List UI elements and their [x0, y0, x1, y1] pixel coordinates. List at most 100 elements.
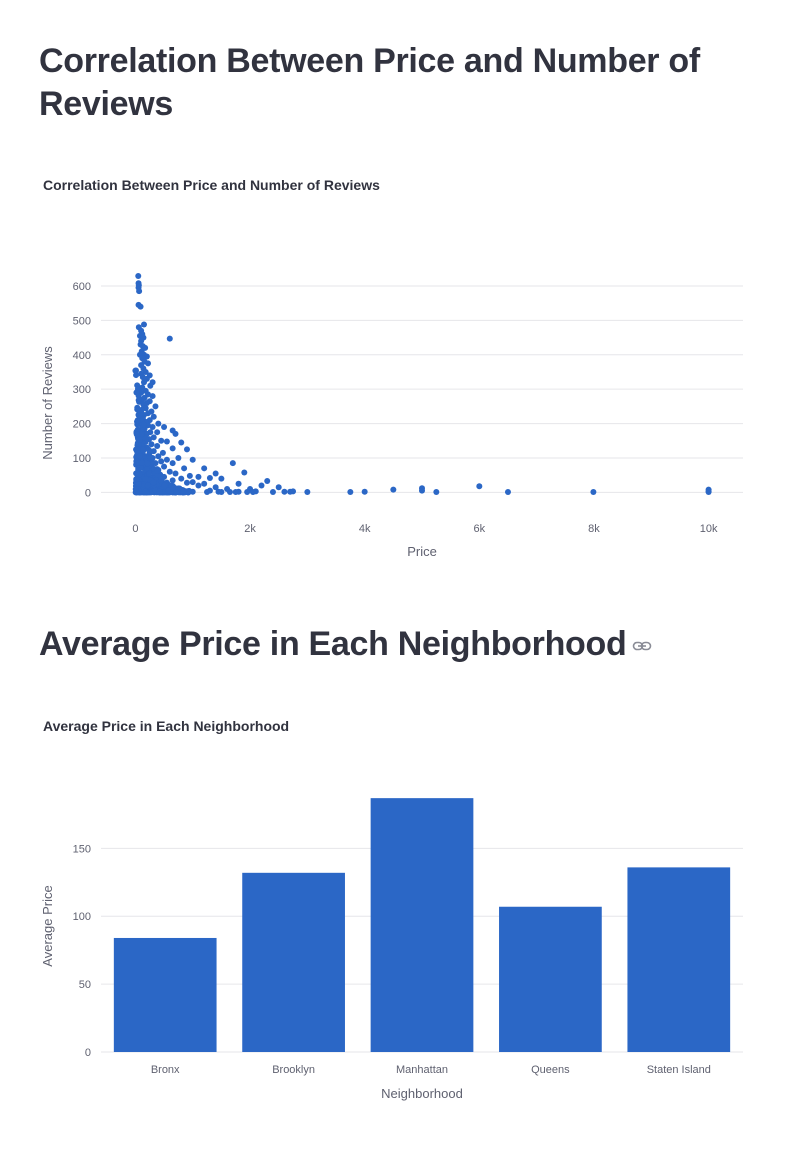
- scatter-point: [162, 482, 168, 488]
- page-heading-price-reviews: Correlation Between Price and Number of …: [39, 40, 759, 126]
- x-tick-label: Brooklyn: [272, 1064, 315, 1076]
- x-tick-label: 8k: [588, 523, 600, 535]
- scatter-point: [142, 476, 148, 482]
- scatter-point: [150, 424, 156, 430]
- scatter-point: [155, 453, 161, 459]
- scatter-point: [139, 431, 145, 437]
- page-heading-neighborhood-price-text: Average Price in Each Neighborhood: [39, 625, 626, 663]
- bar-chart-title: Average Price in Each Neighborhood: [43, 718, 289, 734]
- x-tick-label: Manhattan: [396, 1064, 448, 1076]
- scatter-point: [145, 360, 151, 366]
- scatter-point: [233, 489, 239, 495]
- scatter-point: [161, 464, 167, 470]
- y-tick-label: 0: [85, 1047, 91, 1059]
- bar: [114, 938, 217, 1052]
- scatter-point: [190, 479, 196, 485]
- y-tick-label: 500: [73, 315, 91, 327]
- scatter-point: [135, 407, 141, 413]
- scatter-point: [154, 443, 160, 449]
- scatter-point: [230, 460, 236, 466]
- scatter-point: [152, 403, 158, 409]
- y-axis-label: Average Price: [40, 885, 55, 966]
- scatter-point: [138, 304, 144, 310]
- link-icon[interactable]: [632, 638, 652, 654]
- scatter-point: [419, 488, 425, 494]
- x-tick-label: Queens: [531, 1064, 570, 1076]
- bar-chart[interactable]: 0 50 100 150 Bronx Brooklyn Manhattan Queens Sta…: [0, 780, 792, 1110]
- scatter-point: [236, 481, 242, 487]
- scatter-point: [146, 447, 152, 453]
- x-tick-label: Bronx: [151, 1064, 180, 1076]
- y-tick-label: 150: [73, 843, 91, 855]
- scatter-point: [164, 457, 170, 463]
- scatter-point: [137, 437, 143, 443]
- scatter-point: [241, 469, 247, 475]
- scatter-point: [167, 336, 173, 342]
- scatter-point: [150, 393, 156, 399]
- scatter-point: [135, 273, 141, 279]
- scatter-point: [142, 489, 148, 495]
- scatter-point: [173, 489, 179, 495]
- page-heading-neighborhood-price: Average Price in Each Neighborhood: [39, 623, 779, 666]
- x-tick-label: 10k: [700, 523, 718, 535]
- scatter-point: [158, 438, 164, 444]
- x-tick-label: Staten Island: [647, 1064, 711, 1076]
- scatter-point: [135, 418, 141, 424]
- scatter-point: [158, 458, 164, 464]
- y-tick-label: 100: [73, 911, 91, 923]
- scatter-point: [390, 487, 396, 493]
- scatter-point: [304, 489, 310, 495]
- y-tick-label: 50: [79, 979, 91, 991]
- scatter-point: [173, 470, 179, 476]
- scatter-point: [139, 460, 145, 466]
- scatter-point: [433, 489, 439, 495]
- scatter-point: [155, 468, 161, 474]
- scatter-point: [136, 481, 142, 487]
- bar: [627, 867, 730, 1052]
- scatter-point: [161, 424, 167, 430]
- scatter-point: [706, 489, 712, 495]
- scatter-chart[interactable]: 0 100 200 300 400 500 600 0 2k 4k 6k 8k 10k Price Numb…: [0, 230, 792, 570]
- scatter-point: [148, 455, 154, 461]
- scatter-point: [134, 431, 140, 437]
- scatter-point: [184, 480, 190, 486]
- bar: [371, 798, 474, 1052]
- scatter-point: [227, 489, 233, 495]
- y-tick-label: 400: [73, 350, 91, 362]
- scatter-point: [146, 471, 152, 477]
- scatter-point: [136, 288, 142, 294]
- scatter-point: [218, 476, 224, 482]
- scatter-point: [201, 481, 207, 487]
- scatter-point: [187, 473, 193, 479]
- y-tick-label: 600: [73, 281, 91, 293]
- y-tick-label: 100: [73, 453, 91, 465]
- x-tick-label: 6k: [474, 523, 486, 535]
- scatter-point: [281, 489, 287, 495]
- scatter-point: [264, 478, 270, 484]
- scatter-point: [195, 483, 201, 489]
- scatter-point: [590, 489, 596, 495]
- scatter-point: [137, 471, 143, 477]
- scatter-point: [136, 397, 142, 403]
- scatter-point: [155, 421, 161, 427]
- scatter-point: [175, 455, 181, 461]
- scatter-point: [158, 477, 164, 483]
- scatter-point: [207, 475, 213, 481]
- x-axis-label: Neighborhood: [381, 1086, 463, 1101]
- bar: [242, 873, 345, 1052]
- scatter-point: [151, 479, 157, 485]
- y-tick-label: 300: [73, 384, 91, 396]
- scatter-point: [276, 484, 282, 490]
- x-tick-label: 0: [132, 523, 138, 535]
- scatter-point: [154, 429, 160, 435]
- scatter-point: [244, 489, 250, 495]
- y-tick-label: 0: [85, 487, 91, 499]
- y-tick-label: 200: [73, 419, 91, 431]
- scatter-point: [178, 476, 184, 482]
- scatter-point: [170, 477, 176, 483]
- scatter-point: [204, 489, 210, 495]
- bar: [499, 907, 602, 1052]
- scatter-point: [180, 489, 186, 495]
- scatter-point: [213, 470, 219, 476]
- scatter-point: [259, 483, 265, 489]
